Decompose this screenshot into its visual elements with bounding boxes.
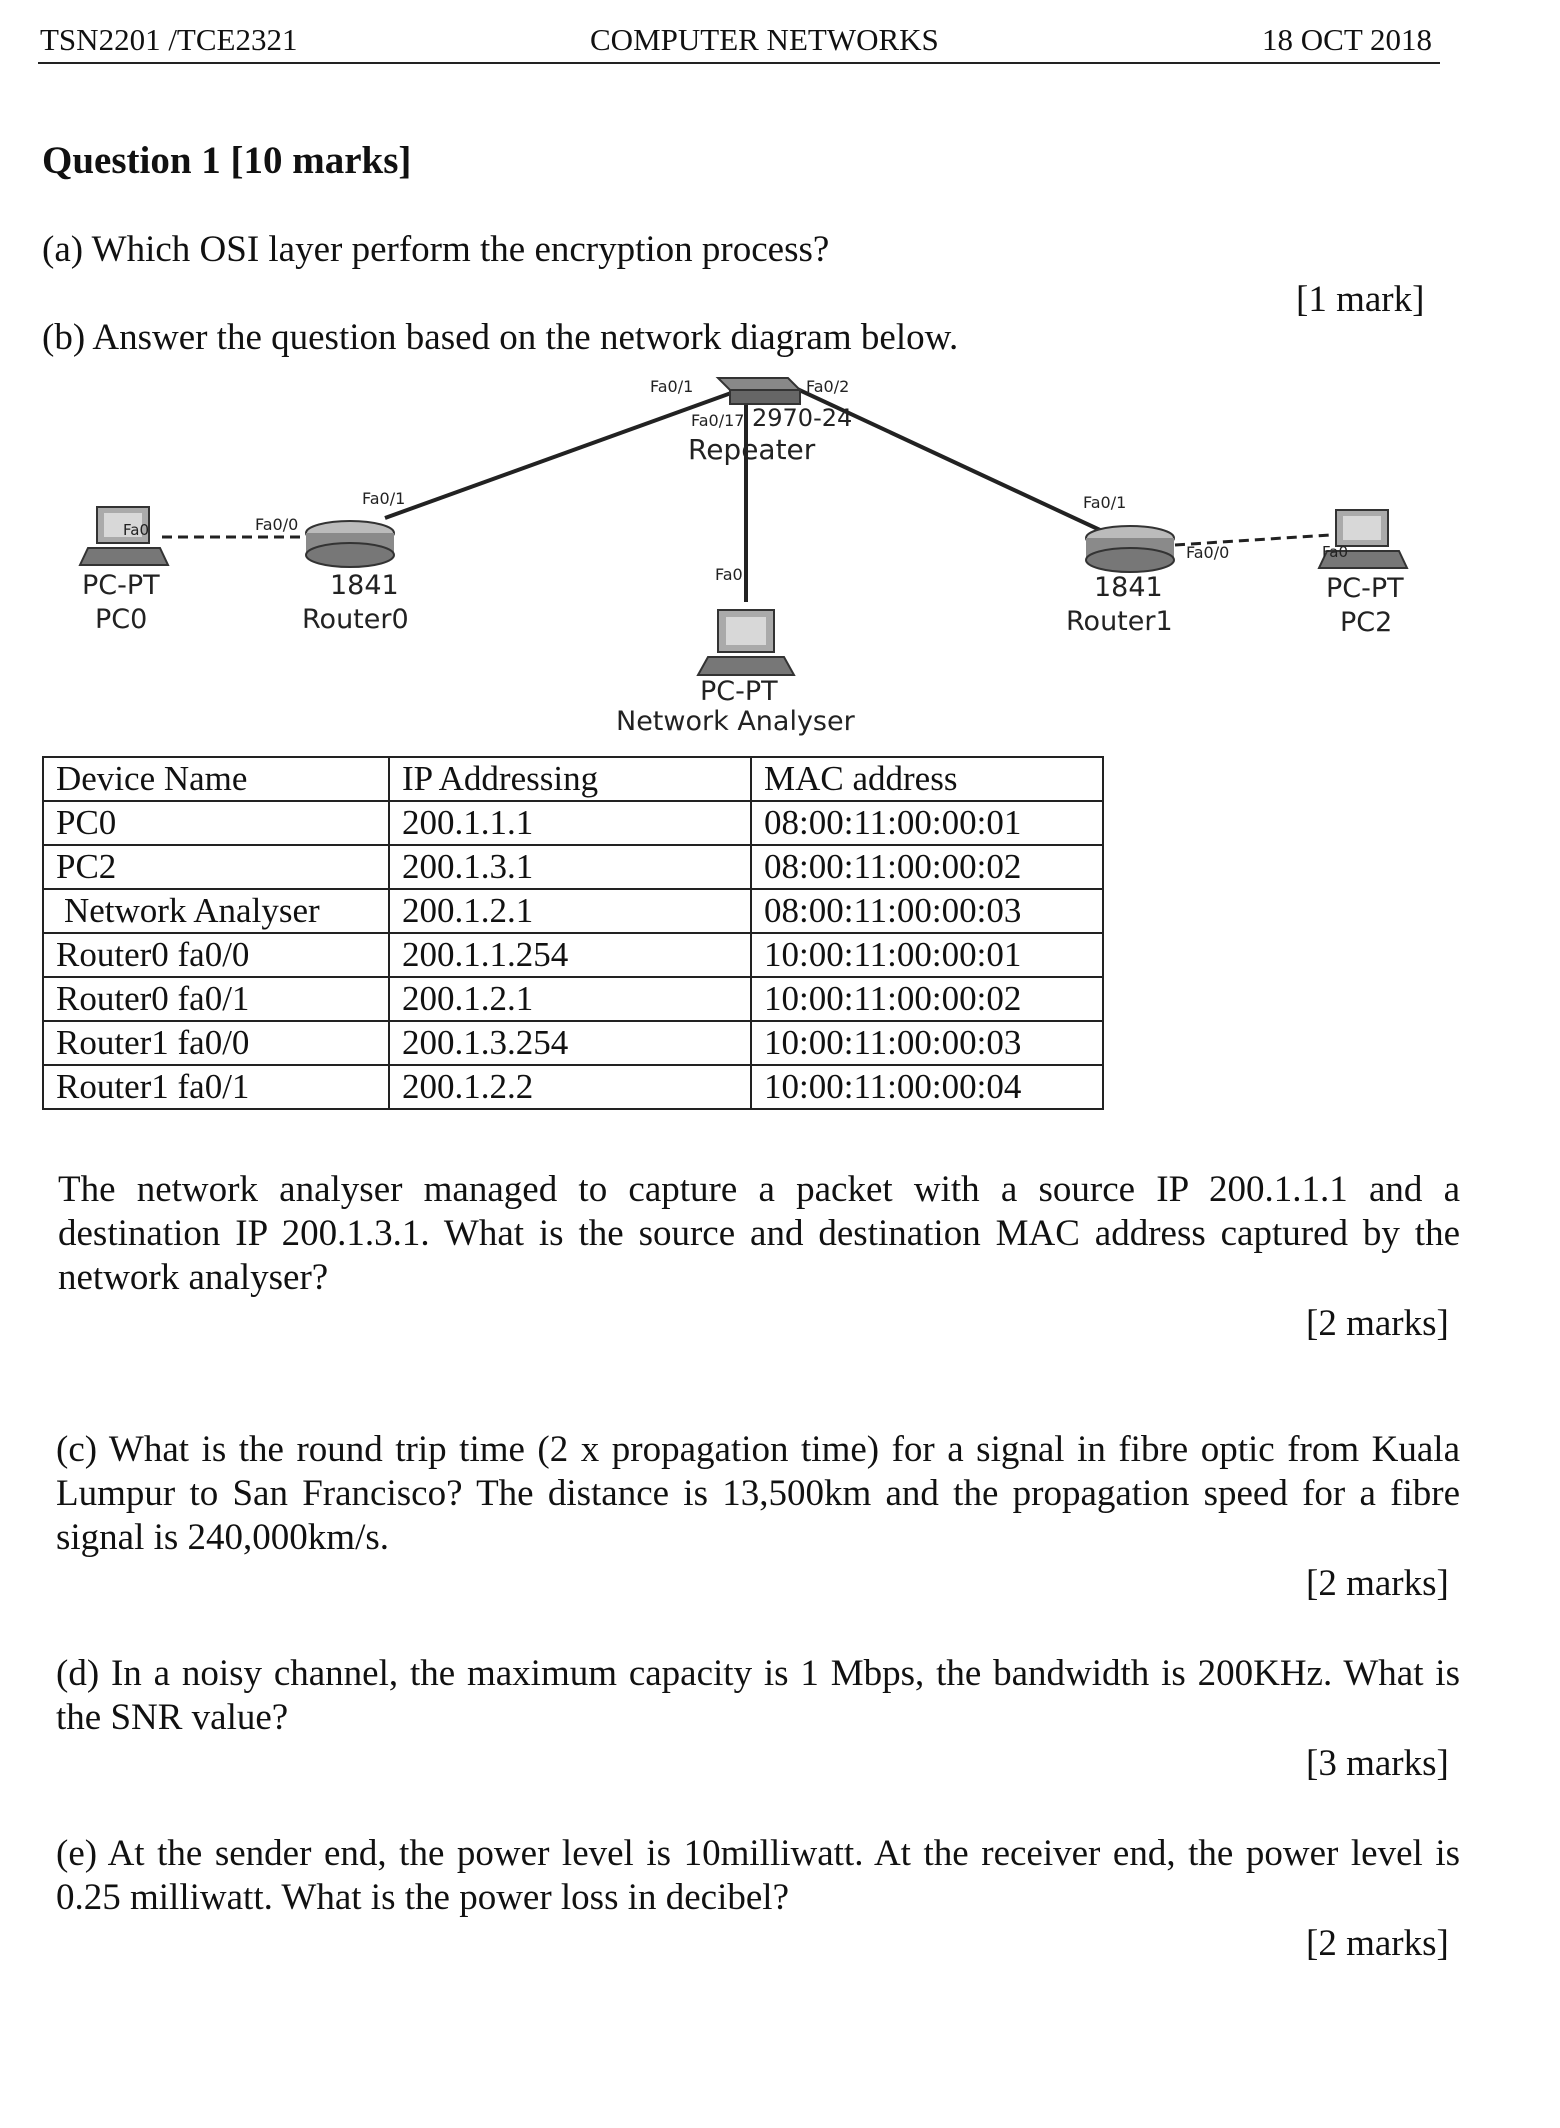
exam-date: 18 OCT 2018 [1262, 22, 1432, 57]
router1-port-left: Fa0/1 [1083, 493, 1126, 512]
pc2-type-label: PC-PT [1326, 573, 1404, 604]
table-row: Router1 fa0/1 200.1.2.2 10:00:11:00:00:0… [42, 1064, 1104, 1110]
repeater-port-17: Fa0/17 [691, 411, 744, 430]
question-b-marks: [2 marks] [1306, 1303, 1449, 1344]
question-a-marks: [1 mark] [1296, 279, 1425, 320]
table-cell: Router1 fa0/1 [42, 1064, 390, 1110]
table-cell: 200.1.1.1 [388, 800, 752, 846]
pc2-name-label: PC2 [1340, 607, 1392, 638]
table-cell: 200.1.3.1 [388, 844, 752, 890]
question-a-text: (a) Which OSI layer perform the encrypti… [42, 229, 830, 270]
table-cell: 200.1.2.1 [388, 976, 752, 1022]
table-header-cell: MAC address [750, 756, 1104, 802]
subject-title: COMPUTER NETWORKS [590, 22, 939, 57]
table-cell: 200.1.2.2 [388, 1064, 752, 1110]
table-cell: Router0 fa0/1 [42, 976, 390, 1022]
table-cell: PC0 [42, 800, 390, 846]
router1-model-label: 1841 [1094, 572, 1163, 603]
question-d-marks: [3 marks] [1306, 1743, 1449, 1784]
table-row: Router0 fa0/0 200.1.1.254 10:00:11:00:00… [42, 932, 1104, 978]
pc0-name-label: PC0 [95, 604, 147, 635]
table-cell: 200.1.3.254 [388, 1020, 752, 1066]
pc0-icon [78, 506, 170, 566]
table-row: Router1 fa0/0 200.1.3.254 10:00:11:00:00… [42, 1020, 1104, 1066]
repeater-port-2: Fa0/2 [806, 377, 849, 396]
table-cell: 10:00:11:00:00:01 [750, 932, 1104, 978]
table-header-cell: Device Name [42, 756, 390, 802]
analyser-type-label: PC-PT [700, 676, 778, 707]
link-router1-pc2 [1174, 533, 1331, 547]
repeater-name-label: Repeater [688, 433, 816, 466]
table-row: PC0 200.1.1.1 08:00:11:00:00:01 [42, 800, 1104, 846]
repeater-port-1: Fa0/1 [650, 377, 693, 396]
router1-icon [1085, 525, 1175, 573]
table-row: PC2 200.1.3.1 08:00:11:00:00:02 [42, 844, 1104, 890]
router0-icon [305, 520, 395, 568]
pc2-port-label: Fa0 [1322, 543, 1348, 561]
question-b-body: The network analyser managed to capture … [58, 1169, 1460, 1298]
table-header-cell: IP Addressing [388, 756, 752, 802]
repeater-icon [715, 377, 803, 405]
table-cell: 10:00:11:00:00:04 [750, 1064, 1104, 1110]
router0-port-left: Fa0/0 [255, 515, 298, 534]
table-cell: 200.1.2.1 [388, 888, 752, 934]
question-title: Question 1 [10 marks] [42, 139, 412, 182]
header-rule [38, 62, 1440, 64]
link-repeater-router1 [794, 386, 1101, 532]
course-code: TSN2201 /TCE2321 [40, 22, 298, 57]
table-cell: Router1 fa0/0 [42, 1020, 390, 1066]
table-cell: 08:00:11:00:00:01 [750, 800, 1104, 846]
pc2-icon [1317, 509, 1409, 569]
table-cell: 08:00:11:00:00:02 [750, 844, 1104, 890]
question-c-text: (c) What is the round trip time (2 x pro… [56, 1429, 1460, 1558]
table-row: Router0 fa0/1 200.1.2.1 10:00:11:00:00:0… [42, 976, 1104, 1022]
table-header-row: Device Name IP Addressing MAC address [42, 756, 1104, 802]
pc0-type-label: PC-PT [82, 570, 160, 601]
table-cell: 200.1.1.254 [388, 932, 752, 978]
router0-name-label: Router0 [302, 604, 409, 635]
router1-port-right: Fa0/0 [1186, 543, 1229, 562]
pc0-port-label: Fa0 [123, 521, 149, 539]
question-b-text: (b) Answer the question based on the net… [42, 317, 959, 358]
question-e-text: (e) At the sender end, the power level i… [56, 1833, 1460, 1918]
table-cell: 10:00:11:00:00:03 [750, 1020, 1104, 1066]
table-cell: Router0 fa0/0 [42, 932, 390, 978]
router0-port-right: Fa0/1 [362, 489, 405, 508]
analyser-port-label: Fa0 [715, 565, 743, 584]
network-diagram: Fa0 PC-PT PC0 Fa0/0 Fa0/1 1841 Router0 F… [78, 377, 1409, 737]
question-e-marks: [2 marks] [1306, 1923, 1449, 1964]
question-c-marks: [2 marks] [1306, 1563, 1449, 1604]
analyser-name-label: Network Analyser [616, 706, 856, 737]
table-cell: 10:00:11:00:00:02 [750, 976, 1104, 1022]
analyser-pc-icon [696, 609, 796, 676]
table-row: Network Analyser 200.1.2.1 08:00:11:00:0… [42, 888, 1104, 934]
router1-name-label: Router1 [1066, 606, 1173, 637]
table-cell: PC2 [42, 844, 390, 890]
device-table: Device Name IP Addressing MAC address PC… [42, 756, 1104, 1110]
repeater-model-label: 2970-24 [752, 404, 852, 432]
link-router0-repeater [384, 386, 746, 520]
table-cell: Network Analyser [42, 888, 390, 934]
question-d-text: (d) In a noisy channel, the maximum capa… [56, 1653, 1460, 1738]
table-cell: 08:00:11:00:00:03 [750, 888, 1104, 934]
router0-model-label: 1841 [330, 570, 399, 601]
